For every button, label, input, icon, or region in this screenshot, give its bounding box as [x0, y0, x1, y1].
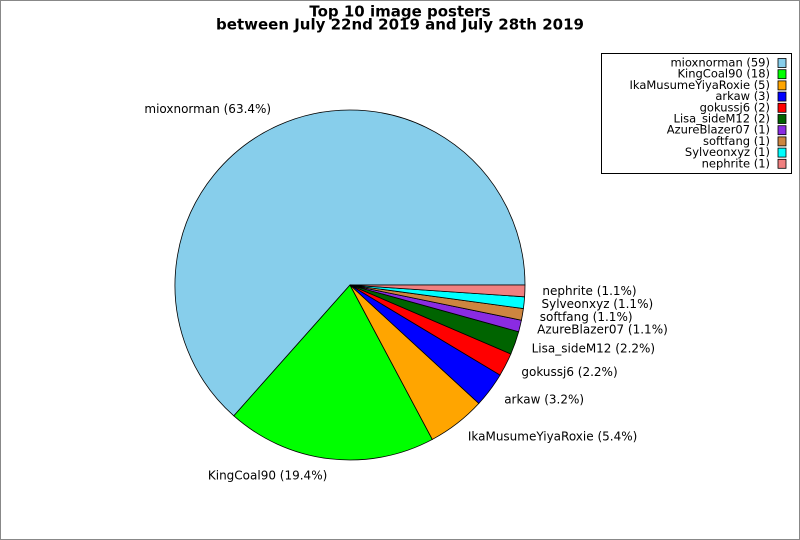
slice-label: arkaw (3.2%) — [504, 393, 584, 407]
legend-label: softfang (1) — [703, 134, 770, 148]
slice-label: nephrite (1.1%) — [542, 284, 636, 298]
slice-label: gokussj6 (2.2%) — [521, 365, 617, 379]
legend-label: nephrite (1) — [702, 156, 770, 170]
legend-swatch — [777, 136, 787, 147]
legend-label: arkaw (3) — [715, 89, 770, 103]
slice-label: KingCoal90 (19.4%) — [208, 469, 327, 483]
legend-swatch — [777, 102, 787, 113]
chart-subtitle: between July 22nd 2019 and July 28th 201… — [216, 16, 584, 34]
legend-swatch — [777, 69, 787, 80]
legend-label: AzureBlazer07 (1) — [667, 123, 770, 137]
pie-slice — [233, 284, 433, 461]
legend-swatch — [777, 80, 787, 91]
legend-box — [601, 53, 792, 174]
legend-label: Lisa_sideM12 (2) — [674, 112, 770, 126]
slice-label: IkaMusumeYiyaRoxie (5.4%) — [468, 430, 637, 444]
legend-swatch — [777, 158, 787, 169]
legend-swatch — [777, 125, 787, 136]
slice-label: mioxnorman (63.4%) — [144, 102, 271, 116]
legend-swatch — [777, 91, 787, 102]
pie-slice — [174, 109, 526, 417]
legend-swatch — [777, 147, 787, 158]
chart-title: Top 10 image posters — [309, 3, 490, 21]
legend-label: mioxnorman (59) — [670, 56, 770, 70]
legend-label: gokussj6 (2) — [700, 100, 770, 114]
legend-swatch — [777, 58, 787, 68]
slice-label: Sylveonxyz (1.1%) — [542, 297, 654, 311]
slice-label: AzureBlazer07 (1.1%) — [537, 323, 668, 337]
legend-label: IkaMusumeYiyaRoxie (5) — [629, 78, 770, 92]
slice-label: Lisa_sideM12 (2.2%) — [532, 341, 656, 355]
legend-label: Sylveonxyz (1) — [685, 145, 770, 159]
pie-slice — [349, 284, 526, 298]
slice-label: softfang (1.1%) — [540, 310, 633, 324]
legend-label: KingCoal90 (18) — [677, 67, 770, 81]
legend-swatch — [777, 114, 787, 124]
